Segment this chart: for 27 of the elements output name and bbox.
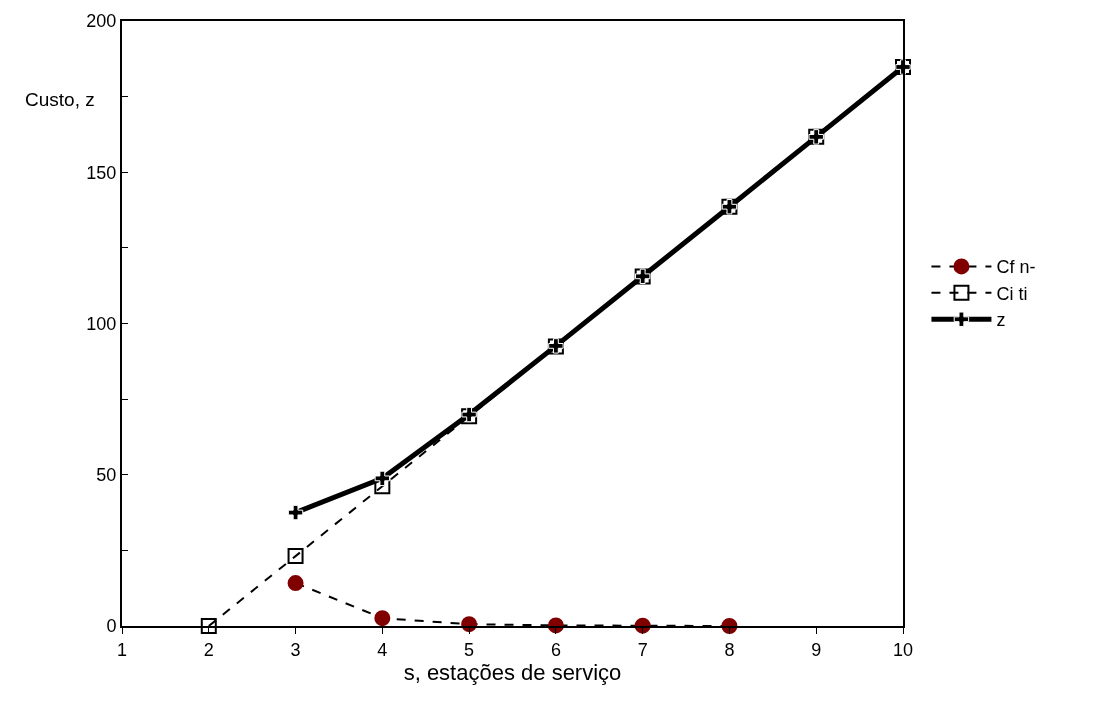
x-tick-label: 1 [116,639,128,660]
point [374,610,391,627]
point [374,478,391,495]
point [287,504,304,521]
legend-label: Cf n- [996,257,1036,278]
x-tick-label: 8 [724,639,735,660]
x-tick-label: 9 [811,639,822,660]
y-tick-label: 200 [86,11,117,32]
y-tick-label: 150 [86,162,117,183]
x-tick-label: 4 [377,639,388,660]
y-tick-label: 100 [86,313,117,334]
x-tick-label: 7 [637,639,648,660]
x-tick-label: 3 [290,639,301,660]
x-axis-title: s, estações de serviço [403,659,622,685]
y-tick-label: 50 [96,465,117,486]
point [374,470,391,487]
legend-label: z [996,310,1006,331]
x-tick-label: 6 [550,639,561,660]
y-tick-label: 0 [106,616,117,637]
point [287,548,304,565]
point [287,575,304,592]
x-tick-label: 2 [203,639,214,660]
point [200,618,217,634]
y-axis-title: Custo, z [25,89,95,110]
x-tick-label: 5 [464,639,475,660]
legend-label: Ci ti [996,283,1028,304]
x-tick-label: 10 [892,639,914,660]
